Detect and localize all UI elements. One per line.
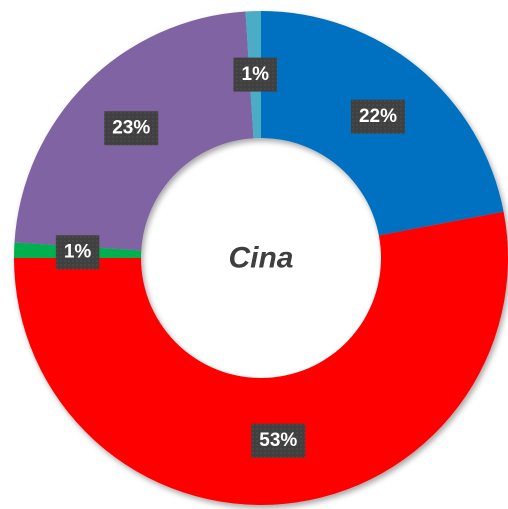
chart-title: Cina [228,242,293,275]
data-label: 22% [359,106,397,127]
labels: 22% 53% 1% 23% 1% [55,57,405,458]
donut-segment [14,211,508,506]
label-box [251,423,306,458]
data-label: 23% [112,118,150,139]
data-label: 1% [242,64,270,85]
data-label: 53% [259,430,297,451]
label-box [350,99,405,134]
label-box [233,57,277,92]
label-box [104,111,159,146]
data-label: 1% [64,242,92,263]
label-box [55,235,100,270]
